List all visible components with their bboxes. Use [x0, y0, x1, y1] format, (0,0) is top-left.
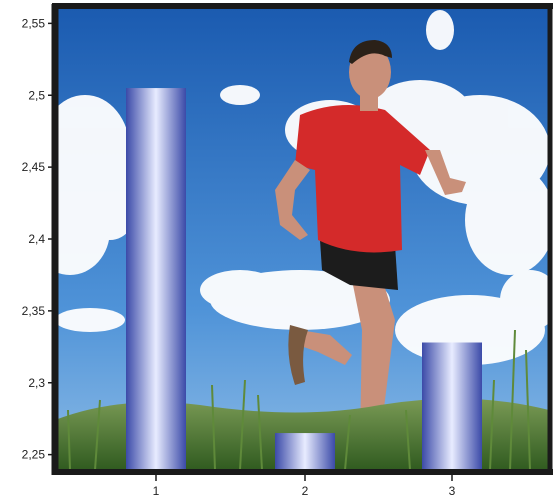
plot-area	[55, 9, 549, 471]
y-tick-label: 2,45	[22, 160, 46, 174]
y-axis: 2,25 2,3 2,35 2,4 2,45 2,5 2,55	[22, 16, 55, 462]
y-tick-label: 2,4	[28, 232, 45, 246]
plot-frame	[51, 3, 553, 475]
y-tick-label: 2,25	[22, 448, 46, 462]
background-photo	[55, 9, 549, 471]
y-tick-label: 2,3	[28, 376, 45, 390]
bars-layer	[126, 88, 482, 469]
y-tick-label: 2,5	[28, 88, 45, 102]
bar-2	[275, 433, 335, 469]
x-tick-label: 2	[302, 484, 309, 498]
y-tick-label: 2,55	[22, 16, 46, 30]
x-tick-label: 1	[153, 484, 160, 498]
x-tick-label: 3	[449, 484, 456, 498]
bar-1	[126, 88, 186, 469]
y-tick-label: 2,35	[22, 304, 46, 318]
bar-3	[422, 342, 482, 469]
x-axis: 1 2 3	[153, 475, 456, 498]
